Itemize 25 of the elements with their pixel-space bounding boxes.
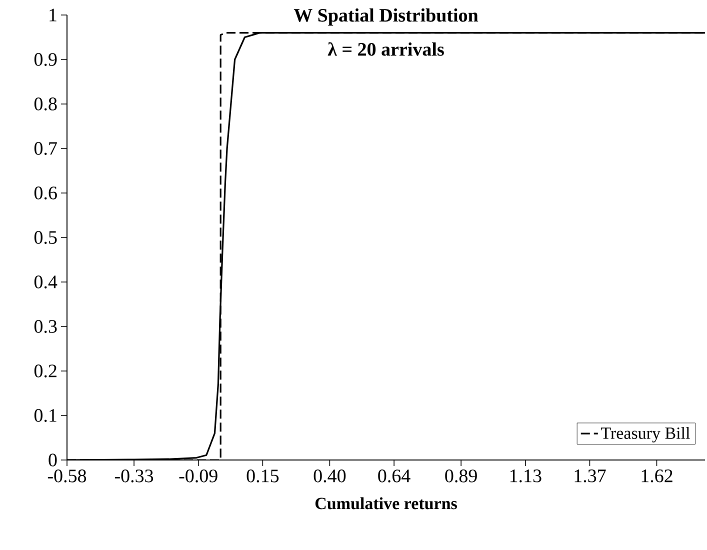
x-tick-label: 0.64 (378, 470, 410, 482)
y-tick-label: 0.2 (34, 364, 56, 378)
y-tick-label: 0.9 (34, 53, 57, 66)
x-tick-label: 1.13 (510, 470, 542, 482)
x-tick-label: 0.89 (445, 470, 477, 482)
legend-label: Treasury Bill (600, 426, 690, 442)
x-tick-label: 0.40 (314, 470, 346, 482)
x-tick-label: -0.09 (179, 470, 218, 482)
x-tick-label: 1.37 (574, 470, 606, 482)
y-tick-label: 0.8 (34, 98, 57, 110)
y-tick-label: 0 (48, 454, 57, 466)
x-tick-label: 1.62 (642, 470, 672, 482)
text: λ = 20 arrivals (328, 42, 444, 56)
y-tick-label: 0.6 (34, 186, 57, 200)
y-tick-label: 1 (50, 8, 56, 22)
y-tick-label: 0.3 (34, 320, 57, 333)
x-tick-label: 0.15 (246, 470, 279, 482)
x-axis-title: Cumulative returns (315, 497, 457, 510)
chart-title: W Spatial Distribution (294, 8, 478, 26)
x-tick-label: -0.33 (114, 470, 154, 482)
y-tick-label: 0.1 (34, 409, 56, 422)
x-tick-label: -0.58 (48, 470, 86, 482)
y-tick-label: 0.7 (34, 142, 57, 155)
y-tick-label: 0.4 (34, 276, 58, 288)
y-tick-label: 0.5 (34, 231, 57, 244)
